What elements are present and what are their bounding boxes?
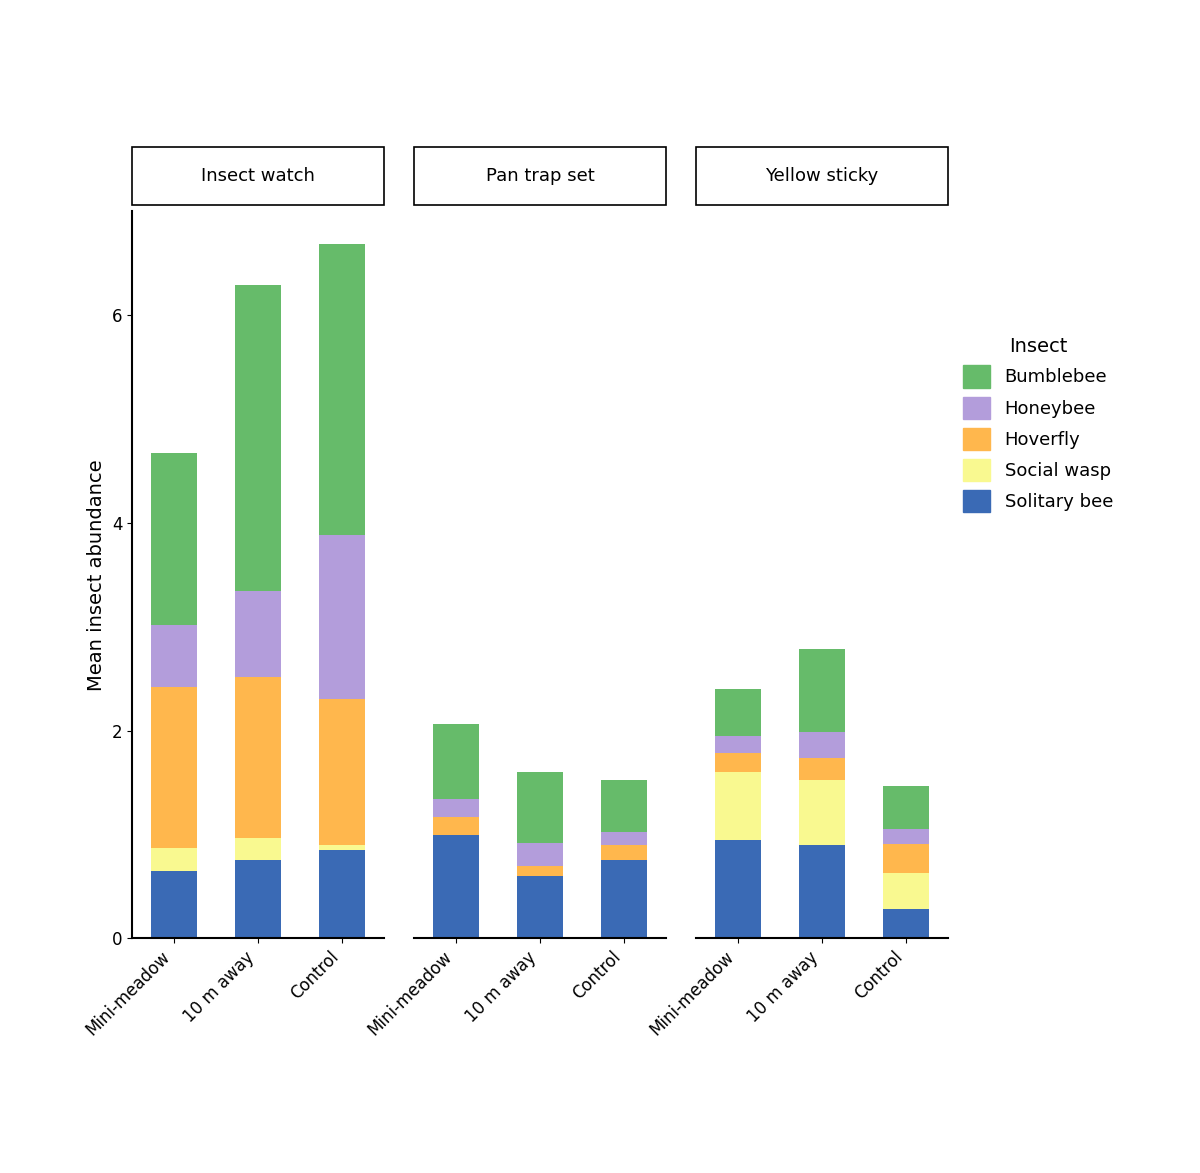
Text: Insect watch: Insect watch bbox=[202, 167, 314, 185]
Legend: Bumblebee, Honeybee, Hoverfly, Social wasp, Solitary bee: Bumblebee, Honeybee, Hoverfly, Social wa… bbox=[964, 338, 1112, 511]
Bar bbox=[715, 735, 761, 753]
Text: Yellow sticky: Yellow sticky bbox=[766, 167, 878, 185]
Bar bbox=[235, 838, 281, 861]
Bar bbox=[151, 848, 197, 870]
Bar bbox=[799, 780, 845, 845]
Bar bbox=[517, 772, 563, 843]
Bar bbox=[601, 845, 647, 861]
Bar bbox=[601, 833, 647, 845]
Bar bbox=[151, 870, 197, 938]
Bar bbox=[151, 625, 197, 687]
Bar bbox=[799, 845, 845, 938]
Bar bbox=[601, 780, 647, 833]
Bar bbox=[433, 799, 479, 816]
Bar bbox=[151, 453, 197, 625]
Text: Pan trap set: Pan trap set bbox=[486, 167, 594, 185]
Bar bbox=[883, 909, 929, 938]
Bar bbox=[517, 876, 563, 938]
Bar bbox=[517, 866, 563, 876]
Bar bbox=[319, 845, 365, 850]
Bar bbox=[433, 816, 479, 834]
Bar bbox=[235, 285, 281, 591]
Bar bbox=[517, 843, 563, 866]
Bar bbox=[715, 689, 761, 735]
Bar bbox=[715, 753, 761, 772]
Bar bbox=[883, 873, 929, 909]
Bar bbox=[433, 834, 479, 938]
Bar bbox=[601, 861, 647, 938]
Y-axis label: Mean insect abundance: Mean insect abundance bbox=[88, 459, 106, 691]
Bar bbox=[883, 786, 929, 829]
Bar bbox=[433, 725, 479, 799]
Bar bbox=[715, 772, 761, 840]
Bar bbox=[799, 758, 845, 780]
Bar bbox=[319, 535, 365, 699]
Bar bbox=[319, 850, 365, 938]
Bar bbox=[799, 649, 845, 732]
Bar bbox=[235, 677, 281, 838]
Bar bbox=[799, 732, 845, 758]
Bar bbox=[883, 829, 929, 843]
Bar bbox=[319, 699, 365, 845]
Bar bbox=[235, 591, 281, 677]
Bar bbox=[715, 840, 761, 938]
Bar bbox=[235, 861, 281, 938]
Bar bbox=[319, 244, 365, 535]
Bar bbox=[151, 687, 197, 848]
Bar bbox=[883, 843, 929, 873]
